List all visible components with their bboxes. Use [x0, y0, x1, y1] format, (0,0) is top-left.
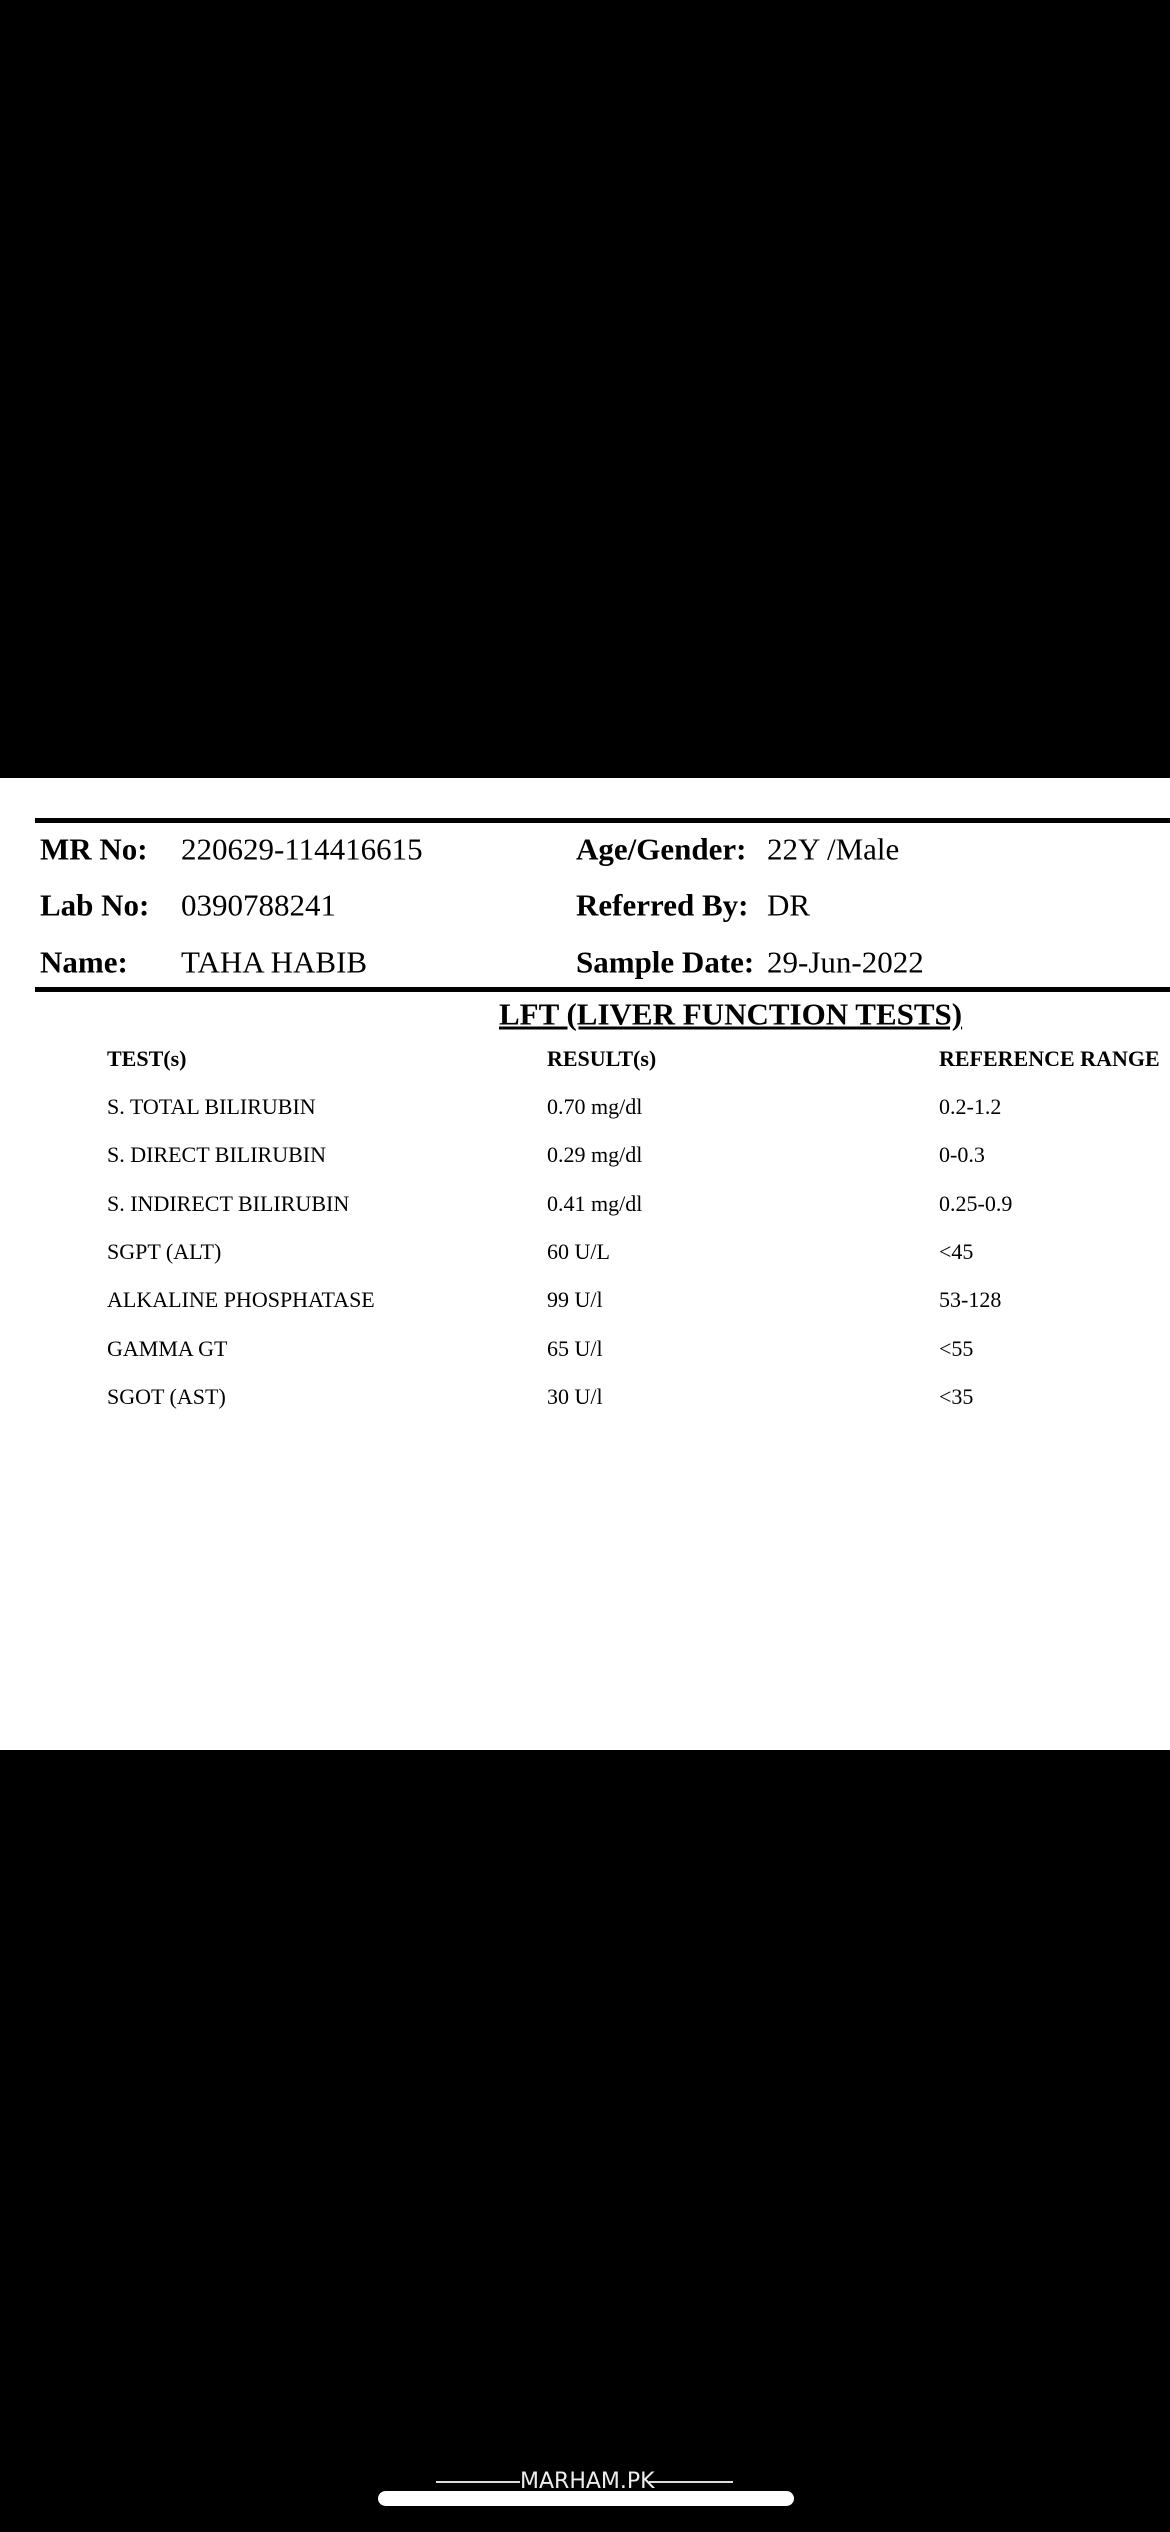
test-name: S. INDIRECT BILIRUBIN — [107, 1190, 350, 1216]
lab-report-page: MR No: 220629-114416615 Age/Gender: 22Y … — [0, 778, 1170, 1750]
test-reference: <55 — [939, 1335, 974, 1361]
test-name: SGOT (AST) — [107, 1383, 226, 1409]
test-result: 60 U/L — [547, 1238, 610, 1264]
bottom-divider — [35, 987, 1170, 992]
header-test: TEST(s) — [107, 1046, 187, 1071]
test-reference: <45 — [939, 1238, 974, 1264]
header-reference-range: REFERENCE RANGE — [939, 1046, 1160, 1071]
brand-line-right — [649, 2481, 733, 2483]
test-reference: 0.2-1.2 — [939, 1094, 1002, 1119]
lab-no-value: 0390788241 — [181, 887, 336, 923]
mr-value: 220629-114416615 — [181, 831, 423, 867]
brand-text: MARHAM.PK — [520, 2469, 655, 2494]
test-result: 30 U/l — [547, 1383, 603, 1409]
brand-watermark: MARHAM.PK — [0, 2468, 1170, 2496]
age-gender-label: Age/Gender: — [576, 831, 747, 867]
name-value: TAHA HABIB — [181, 944, 368, 980]
test-result: 0.41 mg/dl — [547, 1190, 643, 1216]
test-reference: <35 — [939, 1383, 974, 1409]
header-result: RESULT(s) — [547, 1046, 657, 1071]
test-name: SGPT (ALT) — [107, 1238, 222, 1264]
mr-label: MR No: — [40, 831, 148, 867]
referred-by-label: Referred By: — [576, 887, 749, 923]
home-indicator[interactable] — [378, 2491, 794, 2506]
test-reference: 53-128 — [939, 1287, 1002, 1313]
sample-date-label: Sample Date: — [576, 944, 755, 980]
age-gender-value: 22Y /Male — [767, 831, 900, 867]
test-reference: 0.25-0.9 — [939, 1190, 1013, 1216]
test-result: 0.70 mg/dl — [547, 1094, 643, 1119]
test-name: ALKALINE PHOSPHATASE — [107, 1287, 375, 1313]
referred-by-value: DR — [767, 887, 811, 923]
test-result: 99 U/l — [547, 1287, 603, 1313]
sample-date-value: 29-Jun-2022 — [767, 944, 924, 980]
test-result: 0.29 mg/dl — [547, 1142, 643, 1168]
top-divider — [35, 818, 1170, 823]
brand-line-left — [436, 2481, 520, 2483]
test-reference: 0-0.3 — [939, 1142, 985, 1168]
test-name: GAMMA GT — [107, 1335, 228, 1361]
name-label: Name: — [40, 944, 128, 980]
lab-no-label: Lab No: — [40, 887, 150, 923]
test-result: 65 U/l — [547, 1335, 603, 1361]
report-title: LFT (LIVER FUNCTION TESTS) — [499, 996, 963, 1032]
test-name: S. TOTAL BILIRUBIN — [107, 1094, 316, 1119]
test-name: S. DIRECT BILIRUBIN — [107, 1142, 326, 1168]
